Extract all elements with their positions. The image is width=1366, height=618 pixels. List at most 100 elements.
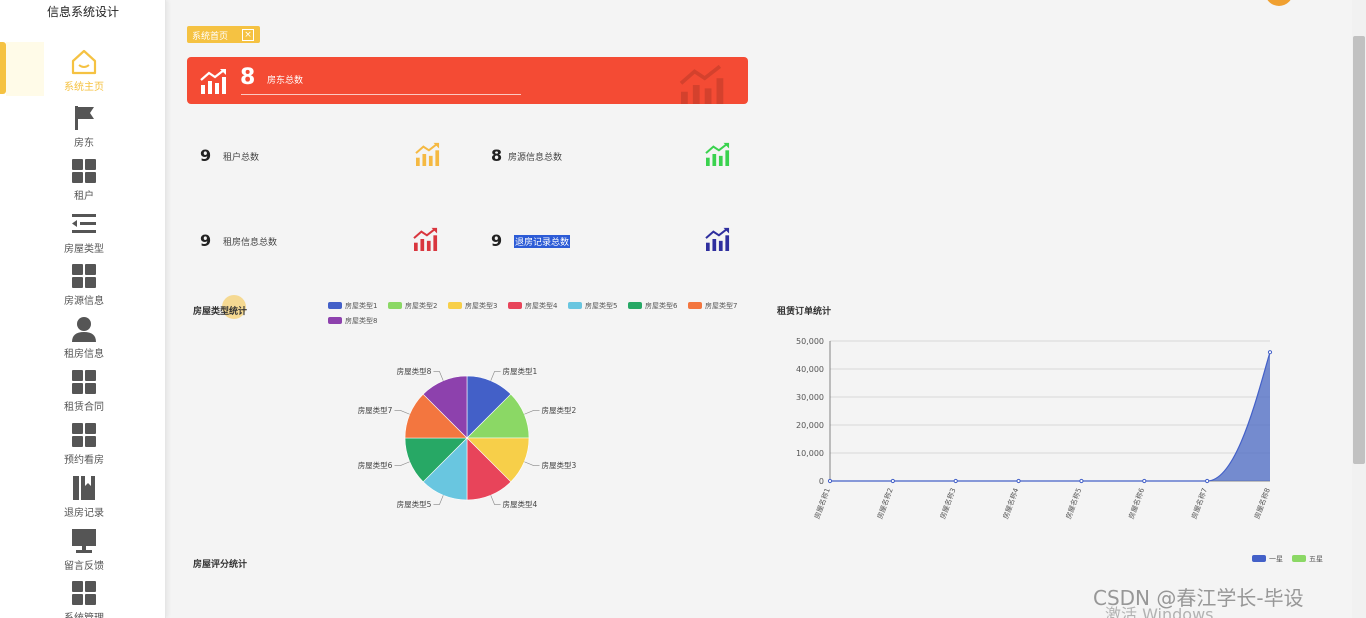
sidebar-item-label: 系统主页 [64,82,104,93]
trend-chart-icon [679,64,724,104]
legend-label: 房屋类型8 [345,317,378,325]
stat-value: 9 [200,231,212,250]
stat-checkout-count: 9 退房记录总数 [491,225,736,255]
pie-label-line [394,461,410,466]
x-tick-label: 房屋名称8 [1252,487,1272,521]
sidebar-item-tenant[interactable]: 租户 [40,157,128,207]
legend-swatch [568,302,582,309]
close-icon[interactable]: × [242,29,254,41]
data-point [953,478,958,484]
stat-value: 9 [200,146,212,165]
bookmark-icon [73,476,95,500]
scrollbar-thumb[interactable] [1353,36,1365,464]
stat-label: 房源信息总数 [508,153,563,163]
active-nav-highlight [6,42,44,96]
pie-label-line [433,495,444,505]
stat-label: 租房信息总数 [223,238,278,248]
legend-swatch [688,302,702,309]
stat-label: 退房记录总数 [514,235,571,248]
x-tick-label: 房屋名称5 [1064,487,1084,521]
sidebar-item-label: 退房记录 [64,508,104,519]
sidebar-item-label: 房东 [74,138,94,149]
x-tick-label: 房屋名称7 [1189,487,1209,521]
banner-divider [241,94,521,95]
monitor-icon [72,529,96,553]
trend-chart-icon [200,69,226,94]
sidebar-item-viewing[interactable]: 预约看房 [40,421,128,471]
tab-home[interactable]: 系统首页 × [187,26,260,43]
y-tick-label: 10,000 [796,449,824,458]
trend-chart-icon [705,227,730,251]
legend-label: 五星 [1309,555,1323,563]
sidebar-item-label: 房屋类型 [64,244,104,255]
y-tick-label: 40,000 [796,365,824,374]
sidebar-item-system[interactable]: 系统管理 [40,579,128,618]
pie-label-line [394,410,410,415]
pie-label: 房屋类型1 [503,366,538,376]
sidebar-item-label: 系统管理 [40,609,128,618]
cursor-highlight [222,295,246,319]
pie-label: 房屋类型7 [358,405,393,415]
sidebar-item-home[interactable]: 系统主页 [40,48,128,98]
stat-tenant-count: 9 租户总数 [200,140,445,170]
sidebar-item-checkout[interactable]: 退房记录 [40,474,128,524]
y-tick-label: 0 [819,477,824,486]
sidebar-item-label: 租房信息 [64,349,104,360]
trend-chart-icon [705,142,730,166]
pie-label: 房屋类型8 [397,366,432,376]
legend-label: 房屋类型6 [645,302,678,310]
data-point [1205,478,1210,484]
x-tick-label: 房屋名称1 [812,487,832,521]
grid-icon [72,423,96,447]
flag-icon [75,106,94,130]
grid-icon [72,370,96,394]
legend-swatch [448,302,462,309]
legend-swatch [1252,555,1266,562]
pie-label-line [433,371,444,381]
legend-swatch [388,302,402,309]
app-title: 信息系统设计 [46,5,119,19]
sidebar-item-contract[interactable]: 租赁合同 [40,368,128,418]
data-point [1016,478,1021,484]
sidebar-item-landlord[interactable]: 房东 [40,104,128,154]
legend-label: 房屋类型1 [345,302,378,310]
pie-label-line [490,371,501,381]
sidebar-item-label: 房源信息 [64,296,104,307]
stat-rental-count: 9 租房信息总数 [200,225,445,255]
stat-value: 8 [491,146,503,165]
sidebar-item-rental[interactable]: 租房信息 [40,315,128,365]
sidebar-item-label: 租户 [74,191,94,202]
legend-swatch [628,302,642,309]
series-line [830,352,1271,482]
sidebar-item-house-type[interactable]: 房屋类型 [40,210,128,260]
pie-label: 房屋类型5 [397,499,432,509]
active-nav-marker [0,42,6,94]
tab-home-label: 系统首页 [192,32,229,42]
legend-swatch [328,302,342,309]
sidebar-item-feedback[interactable]: 留言反馈 [40,527,128,577]
sidebar: 信息系统设计 系统主页 房东 租户 房屋类型 房源信息 租房信息 租赁合同 预约… [0,0,166,618]
sidebar-item-listing[interactable]: 房源信息 [40,262,128,312]
user-icon [72,317,96,342]
data-point [827,478,833,484]
line-chart-title: 租赁订单统计 [777,307,832,317]
x-tick-label: 房屋名称2 [875,487,895,521]
pie-label: 房屋类型3 [542,460,577,470]
area-fill [830,352,1270,481]
rating-chart-title: 房屋评分统计 [193,560,248,570]
trend-chart-icon [413,227,438,251]
stat-listing-count: 8 房源信息总数 [491,140,736,170]
windows-activation-watermark: 激活 Windows [1105,605,1214,618]
data-point [890,478,895,484]
y-tick-label: 30,000 [796,393,824,402]
avatar[interactable] [1265,0,1293,6]
x-tick-label: 房屋名称6 [1127,486,1147,520]
legend-swatch [328,317,342,324]
sidebar-item-label: 预约看房 [64,455,104,466]
trend-chart-icon [415,142,440,166]
data-point [1079,478,1084,484]
y-tick-label: 20,000 [796,421,824,430]
pie-chart-title: 房屋类型统计 [193,307,248,317]
grid-icon [72,159,96,183]
